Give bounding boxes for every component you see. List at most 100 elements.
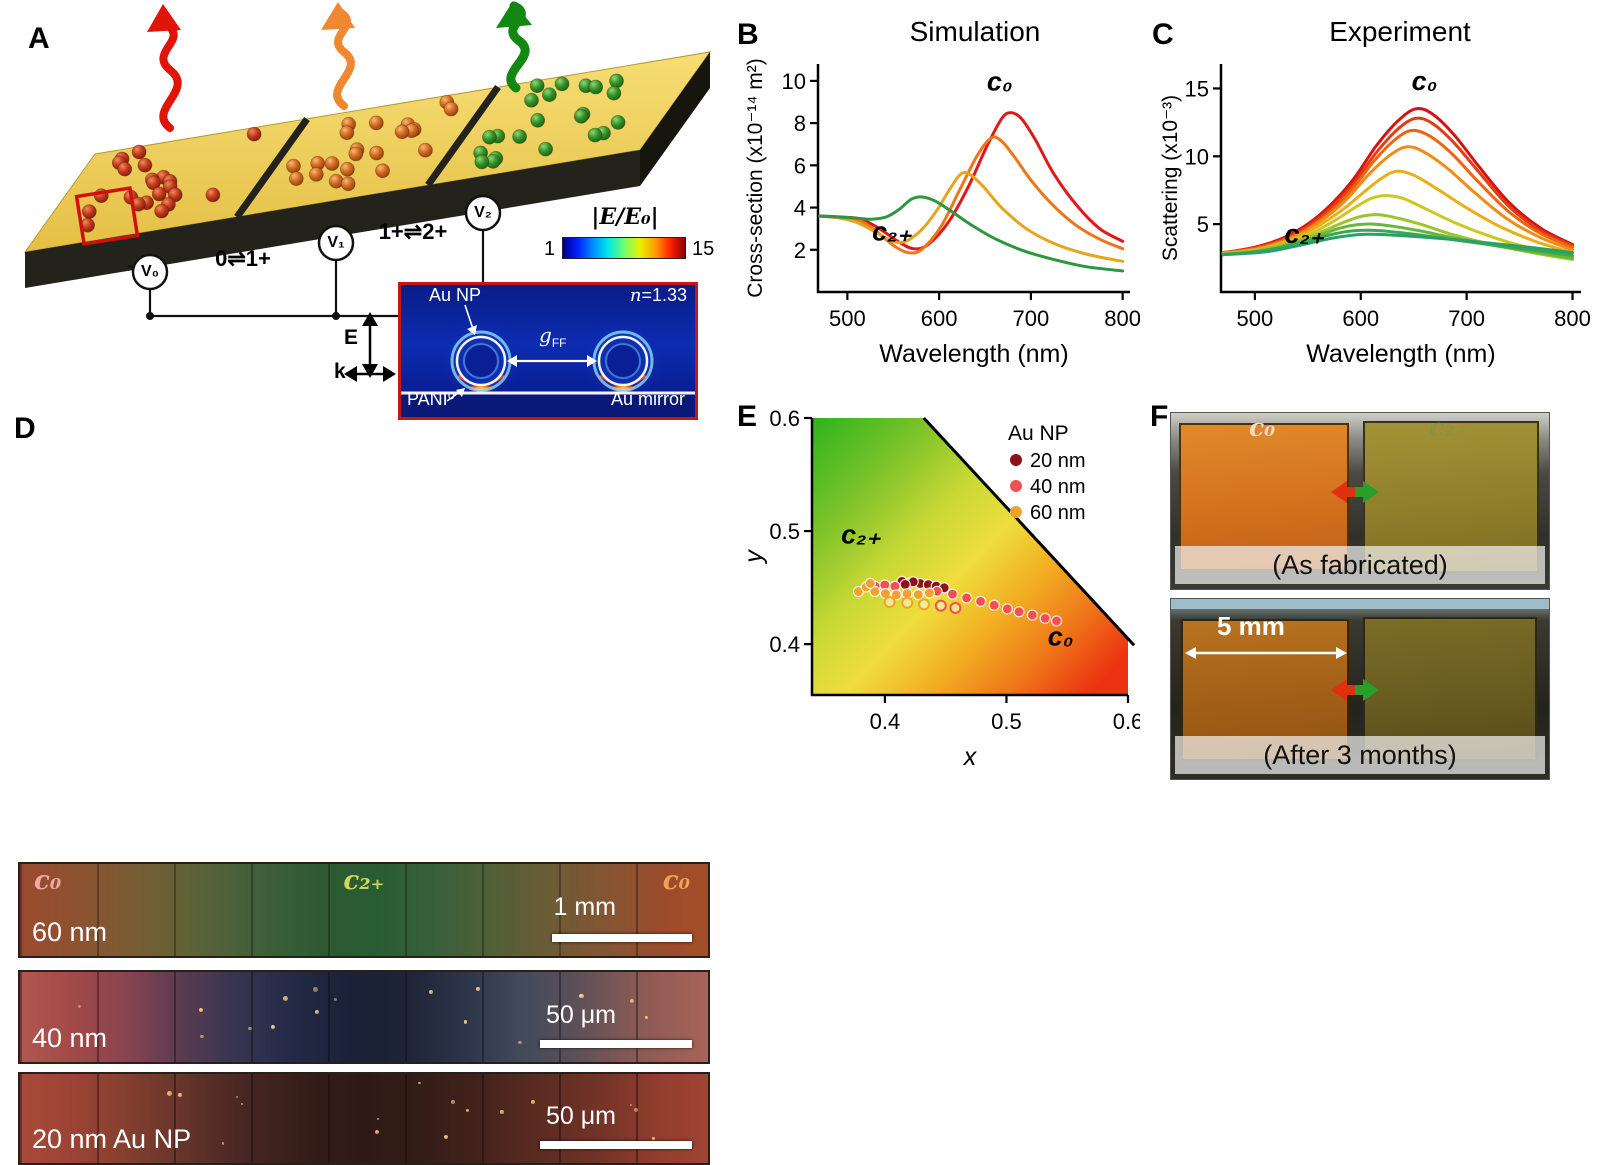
- svg-text:600: 600: [1342, 306, 1379, 331]
- segment-divider: [234, 116, 310, 220]
- panel-b-label: B: [737, 18, 759, 51]
- state-label-c2plus: c₂₊: [343, 866, 385, 896]
- svg-text:700: 700: [1013, 306, 1050, 331]
- voltage-source-v0: [131, 253, 169, 291]
- photo-as-fabricated: c₀ c₂₊ (As fabricated): [1170, 412, 1550, 590]
- svg-text:500: 500: [1237, 306, 1274, 331]
- svg-text:y: y: [740, 549, 768, 565]
- colorbar-max: 15: [692, 238, 715, 260]
- np-speckle: [518, 1040, 522, 1045]
- scale-arrow: [1185, 647, 1347, 659]
- np-speckle: [465, 1108, 469, 1112]
- scale-text: 1 mm: [553, 893, 617, 922]
- panel-e: E 0.4 0.5 0.6 0.4 0.5 0.6 x y Au NP 20 nm 40 nm 60 …: [735, 396, 1140, 789]
- np-speckle: [377, 1117, 380, 1121]
- np-speckle: [271, 1024, 276, 1029]
- scale-bar: [540, 1040, 692, 1048]
- np-speckle: [476, 987, 481, 992]
- svg-text:6: 6: [794, 153, 806, 178]
- mirror-label: Au mirror: [610, 389, 685, 409]
- g-subscript: FF: [551, 336, 567, 350]
- glass-edge: [1171, 599, 1549, 609]
- np-size-label: 60 nm: [32, 917, 108, 947]
- np-speckle: [167, 1091, 173, 1097]
- scale-bar: [540, 1141, 692, 1149]
- field-colorbar-title: |E/E₀|: [591, 204, 659, 230]
- pani-label: PANI⁰: [407, 389, 455, 409]
- np-speckle: [531, 1100, 536, 1105]
- np-speckle: [579, 993, 584, 999]
- color-switch-arrow: [1331, 481, 1379, 503]
- np-speckle: [463, 1020, 468, 1024]
- redox-reaction-2: 1+⇌2+: [378, 219, 448, 244]
- gold-slab: [23, 51, 712, 288]
- microscopy-strip-40nm: 40 nm 50 μm: [18, 970, 710, 1064]
- gap-label: gFF: [539, 323, 566, 350]
- svg-text:0.5: 0.5: [991, 709, 1022, 734]
- c2plus-label: c₂₊: [1429, 413, 1469, 442]
- state-label-c0-left: c₀: [34, 866, 62, 896]
- np-speckle: [77, 1004, 82, 1008]
- np-speckle: [418, 1082, 421, 1085]
- microscopy-strip-20nm: 20 nm Au NP 50 μm: [18, 1072, 710, 1165]
- panel-b: B Simulation 500 600 700 800 2 4 6 8 10 Wavelengt…: [735, 10, 1140, 395]
- experiment-chart: 500 600 700 800 5 10 15 Wavelength (nm) Scatteri…: [1159, 64, 1591, 368]
- svg-text:Cross-section (x10⁻¹⁴ m²): Cross-section (x10⁻¹⁴ m²): [744, 58, 767, 297]
- np-speckle: [634, 1108, 639, 1113]
- np-speckle: [428, 990, 433, 995]
- svg-text:10: 10: [1185, 144, 1209, 169]
- np-speckle: [236, 1095, 239, 1098]
- svg-text:c₀: c₀: [1048, 621, 1074, 651]
- field-colorbar: [562, 237, 686, 259]
- svg-text:0.5: 0.5: [769, 519, 800, 544]
- svg-text:600: 600: [921, 306, 958, 331]
- svg-text:4: 4: [794, 196, 806, 221]
- electrode-v0-label: V₀: [141, 263, 159, 280]
- np-speckle: [198, 1008, 203, 1012]
- device-schematic: [23, 1, 712, 382]
- np-speckle: [500, 1110, 504, 1114]
- e-field-label: E: [344, 326, 359, 349]
- svg-text:800: 800: [1554, 306, 1591, 331]
- n-symbol: n: [629, 285, 642, 306]
- svg-text:Au NP: Au NP: [1008, 422, 1069, 445]
- scale-text: 50 μm: [546, 1102, 616, 1131]
- np-size-label: 20 nm Au NP: [32, 1124, 192, 1154]
- au-np-label: Au NP: [429, 285, 482, 305]
- redox-reaction-1: 0⇌1+: [215, 246, 271, 271]
- np-speckle: [443, 1135, 448, 1140]
- electrode-v1-label: V₁: [327, 234, 345, 251]
- unit-cell-outline: [74, 186, 140, 246]
- panel-c: C Experiment 500 600 700 800 5 10 15 Wavelength…: [1150, 10, 1600, 395]
- np-speckle: [334, 998, 337, 1001]
- svg-text:40 nm: 40 nm: [1030, 476, 1086, 498]
- np-speckle: [375, 1129, 380, 1134]
- color-switch-arrow: [1331, 679, 1379, 701]
- caption-after-3-months: (After 3 months): [1175, 736, 1545, 774]
- svg-text:0.6: 0.6: [769, 408, 800, 431]
- scattered-light-arrows: [147, 1, 532, 132]
- svg-text:8: 8: [794, 111, 806, 136]
- np-speckle: [652, 1137, 656, 1141]
- panel-a-label: A: [28, 22, 50, 55]
- svg-text:c₂₊: c₂₊: [1285, 219, 1325, 249]
- photo-after-3-months: 5 mm (After 3 months): [1170, 598, 1550, 780]
- svg-text:10: 10: [782, 69, 806, 94]
- scale-bar: [552, 934, 692, 942]
- np-speckle: [240, 1102, 244, 1106]
- red-light-arrow: [159, 20, 182, 132]
- svg-text:500: 500: [829, 306, 866, 331]
- electrode-v2-label: V₂: [474, 204, 492, 221]
- np-speckle: [629, 1103, 633, 1107]
- voltage-source-v2: [464, 194, 502, 232]
- field-simulation-inset: Au NP n=1.33 gFF PANI⁰ Au mirror: [398, 282, 698, 420]
- n-value: =1.33: [641, 285, 687, 305]
- state-label-c0-right: c₀: [662, 866, 690, 896]
- simulation-title: Simulation: [909, 16, 1041, 47]
- panel-d-label: D: [14, 412, 36, 445]
- np-speckle: [248, 1026, 252, 1031]
- np-speckle: [221, 1142, 225, 1145]
- svg-text:15: 15: [1185, 76, 1209, 101]
- svg-text:c₂₊: c₂₊: [841, 519, 881, 549]
- np-speckle: [200, 1034, 204, 1039]
